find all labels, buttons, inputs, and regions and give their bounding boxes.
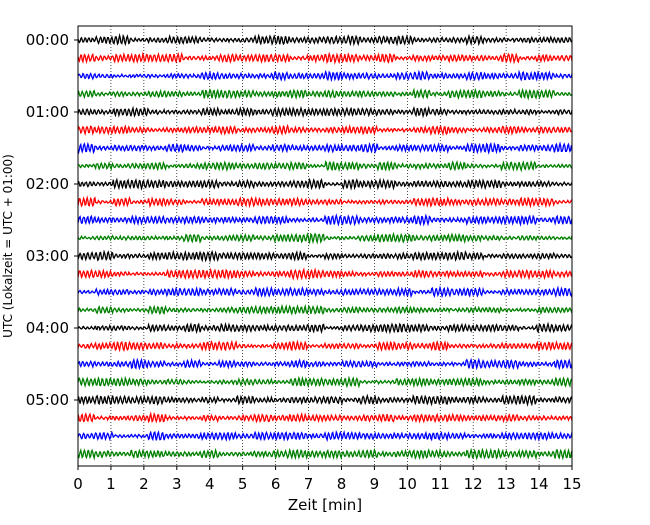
y-tick-label: 01:00	[26, 103, 69, 121]
y-tick-label: 02:00	[26, 175, 69, 193]
x-tick-label: 6	[271, 475, 281, 493]
x-tick-label: 1	[106, 475, 116, 493]
x-tick-label: 9	[370, 475, 380, 493]
x-tick-label: 12	[464, 475, 483, 493]
y-tick-label: 05:00	[26, 391, 69, 409]
x-tick-label: 10	[398, 475, 417, 493]
trace-line	[77, 141, 572, 155]
y-tick-label: 00:00	[26, 31, 69, 49]
y-axis-label: UTC (Lokalzeit = UTC + 01:00)	[1, 154, 15, 338]
trace-line	[77, 33, 573, 47]
trace-line	[77, 213, 573, 227]
trace-line	[77, 159, 573, 173]
trace-line	[77, 411, 573, 424]
trace-line	[77, 177, 573, 191]
trace-line	[77, 231, 573, 245]
trace-layer	[77, 33, 573, 461]
x-tick-label: 13	[497, 475, 516, 493]
trace-line	[77, 375, 573, 389]
x-tick-label: 2	[139, 475, 149, 493]
trace-line	[77, 339, 573, 353]
x-tick-label: 11	[431, 475, 450, 493]
trace-line	[77, 69, 573, 83]
trace-line	[77, 249, 573, 263]
trace-line	[77, 51, 573, 65]
trace-line	[77, 447, 573, 461]
plot-frame	[77, 25, 573, 467]
x-axis-ticks: 0 1 2 3 4 5 6 7 8 9 10 11 12 13 14 15	[73, 466, 582, 493]
y-axis-ticks: 00:00 01:00 02:00 03:00 04:00 05:00	[26, 31, 78, 409]
trace-line	[77, 393, 573, 407]
trace-line	[77, 303, 573, 316]
trace-line	[77, 285, 573, 299]
y-tick-label: 03:00	[26, 247, 69, 265]
trace-line	[77, 195, 573, 209]
x-axis-label: Zeit [min]	[288, 496, 362, 514]
x-tick-label: 8	[337, 475, 347, 493]
trace-line	[77, 123, 573, 137]
trace-line	[77, 357, 573, 371]
trace-line	[77, 105, 573, 119]
y-tick-label: 04:00	[26, 319, 69, 337]
trace-line	[77, 430, 573, 443]
trace-line	[77, 87, 573, 101]
x-tick-label: 14	[530, 475, 549, 493]
x-tick-label: 3	[172, 475, 182, 493]
x-tick-label: 4	[205, 475, 215, 493]
x-tick-label: 15	[562, 475, 581, 493]
x-tick-label: 7	[304, 475, 314, 493]
x-tick-label: 5	[238, 475, 248, 493]
trace-line	[77, 321, 573, 335]
trace-line	[77, 267, 573, 281]
x-tick-label: 0	[73, 475, 83, 493]
